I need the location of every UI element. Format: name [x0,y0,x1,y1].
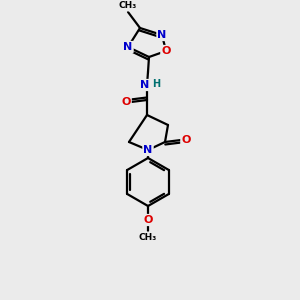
Text: N: N [140,80,150,90]
Text: N: N [123,42,133,52]
Text: CH₃: CH₃ [119,2,137,10]
Text: O: O [181,135,191,145]
Text: N: N [158,30,166,40]
Text: H: H [152,79,160,89]
Text: O: O [121,97,131,107]
Text: N: N [143,145,153,155]
Text: CH₃: CH₃ [139,232,157,242]
Text: O: O [143,215,153,225]
Text: O: O [161,46,171,56]
